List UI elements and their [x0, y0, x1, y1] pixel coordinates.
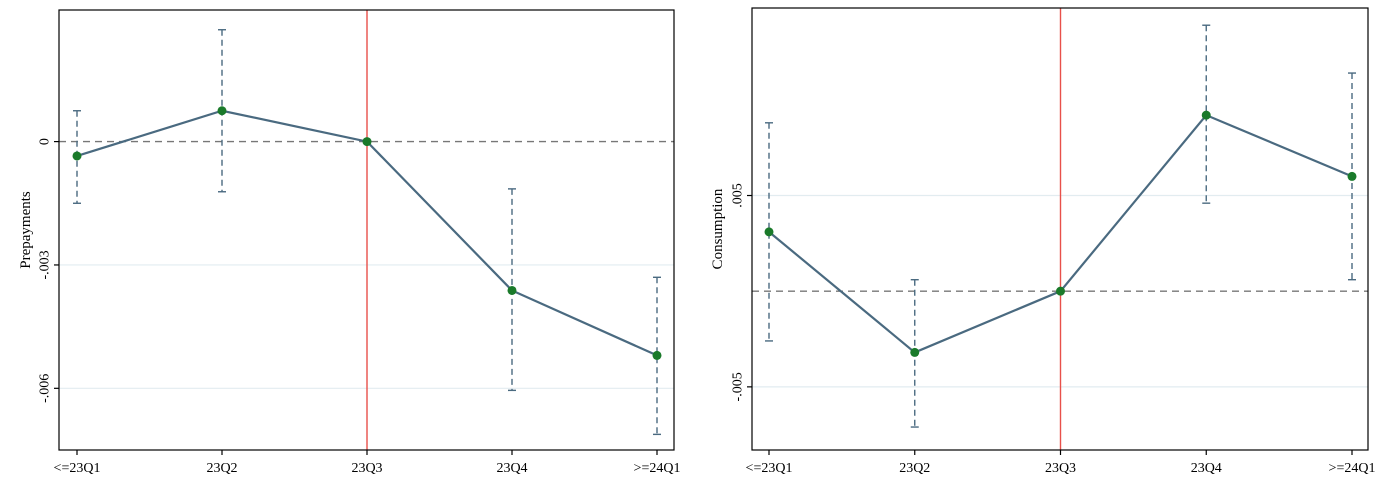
- y-tick-label: -.003: [38, 250, 53, 279]
- x-tick-label: <=23Q1: [54, 461, 101, 476]
- x-tick-label: >=24Q1: [1329, 461, 1376, 476]
- data-point: [1201, 110, 1211, 120]
- data-point: [507, 285, 517, 295]
- x-tick-label: 23Q4: [1191, 461, 1222, 476]
- data-point: [362, 137, 372, 147]
- x-tick-label: 23Q3: [351, 461, 382, 476]
- x-tick-label: <=23Q1: [746, 461, 793, 476]
- x-tick-label: 23Q4: [496, 461, 527, 476]
- y-tick-label: -.005: [731, 372, 746, 401]
- y-tick-label: -.006: [38, 374, 53, 403]
- x-tick-label: 23Q3: [1045, 461, 1076, 476]
- y-axis-title: Consumption: [710, 188, 726, 269]
- chart-panel-2: .005 -.005 <=23Q1 23Q2 23Q3 23Q4 >=24Q1 Consump…: [710, 7, 1376, 476]
- x-tick-label: 23Q2: [206, 461, 237, 476]
- data-point: [72, 151, 82, 161]
- data-point: [652, 350, 662, 360]
- x-tick-label: >=24Q1: [634, 461, 681, 476]
- data-point: [910, 347, 920, 357]
- x-tick-label: 23Q2: [899, 461, 930, 476]
- data-point: [217, 106, 227, 116]
- y-tick-label: .005: [731, 183, 746, 208]
- data-point: [764, 227, 774, 237]
- y-tick-label: 0: [38, 138, 53, 145]
- data-point: [1056, 286, 1065, 296]
- chart-panel-1: 0 -.003 -.006 <=23Q1 23Q2 23Q3 23Q4 >=24Q1 Prepa…: [18, 9, 681, 476]
- data-point: [1347, 171, 1357, 181]
- y-axis-title: Prepayments: [18, 191, 34, 269]
